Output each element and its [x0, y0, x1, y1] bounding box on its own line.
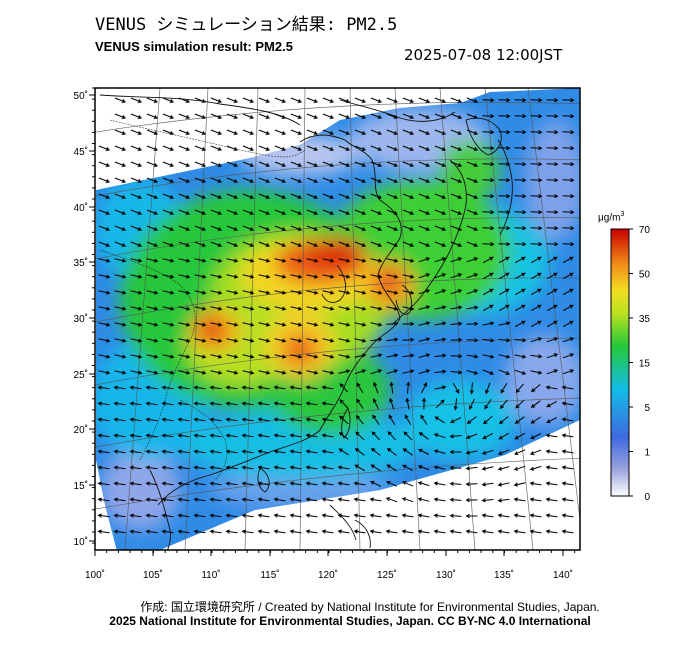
colorbar-tick-label: 70 — [639, 225, 651, 236]
colorbar — [610, 228, 630, 497]
timestamp: 2025-07-08 12:00JST — [404, 46, 563, 64]
longitude-label: 130˚ — [436, 569, 456, 581]
map-frame — [94, 87, 581, 551]
longitude-label: 115˚ — [260, 569, 279, 581]
colorbar-tick-label: 1 — [644, 448, 650, 459]
title-japanese: VENUS シミュレーション結果: PM2.5 — [95, 15, 398, 35]
wind-vectors — [97, 97, 575, 534]
longitude-label: 100˚ — [85, 569, 105, 581]
colorbar-tick-label: 5 — [644, 403, 650, 414]
latitude-label: 10˚ — [74, 536, 88, 548]
latitude-label: 25˚ — [74, 369, 88, 381]
borders — [99, 119, 306, 481]
latitude-label: 45˚ — [74, 146, 88, 158]
axis-ticks — [89, 87, 576, 556]
colorbar-tick-label: 50 — [639, 270, 651, 281]
latitude-labels: 10˚ 15˚ 20˚ 25˚ 30˚ 35˚ 40˚ 45˚ 50˚ — [74, 90, 88, 548]
longitude-label: 140˚ — [553, 569, 573, 581]
colorbar-tick-label: 0 — [644, 492, 650, 503]
colorbar-unit: μg/m3 — [598, 211, 625, 224]
longitude-label: 125˚ — [377, 569, 397, 581]
longitude-label: 110˚ — [201, 569, 220, 581]
footer-license: 2025 National Institute for Environmenta… — [109, 614, 591, 628]
longitude-labels: 100˚ 105˚ 110˚ 115˚ 120˚ 125˚ 130˚ 135˚ 140˚ — [85, 569, 573, 581]
colorbar-tick-label: 35 — [639, 314, 651, 325]
longitude-label: 105˚ — [143, 569, 163, 581]
longitude-label: 135˚ — [494, 569, 514, 581]
latitude-label: 20˚ — [74, 424, 88, 436]
latitude-label: 40˚ — [74, 202, 88, 214]
latitude-label: 15˚ — [74, 480, 88, 492]
colorbar-tick-label: 15 — [639, 359, 651, 370]
latitude-label: 30˚ — [74, 313, 88, 325]
graticule — [95, 88, 580, 550]
longitude-label: 120˚ — [318, 569, 338, 581]
footer-credit: 作成: 国立環境研究所 / Created by National Instit… — [140, 600, 600, 614]
latitude-label: 50˚ — [74, 90, 88, 102]
latitude-label: 35˚ — [74, 257, 88, 269]
title-english: VENUS simulation result: PM2.5 — [95, 39, 293, 54]
